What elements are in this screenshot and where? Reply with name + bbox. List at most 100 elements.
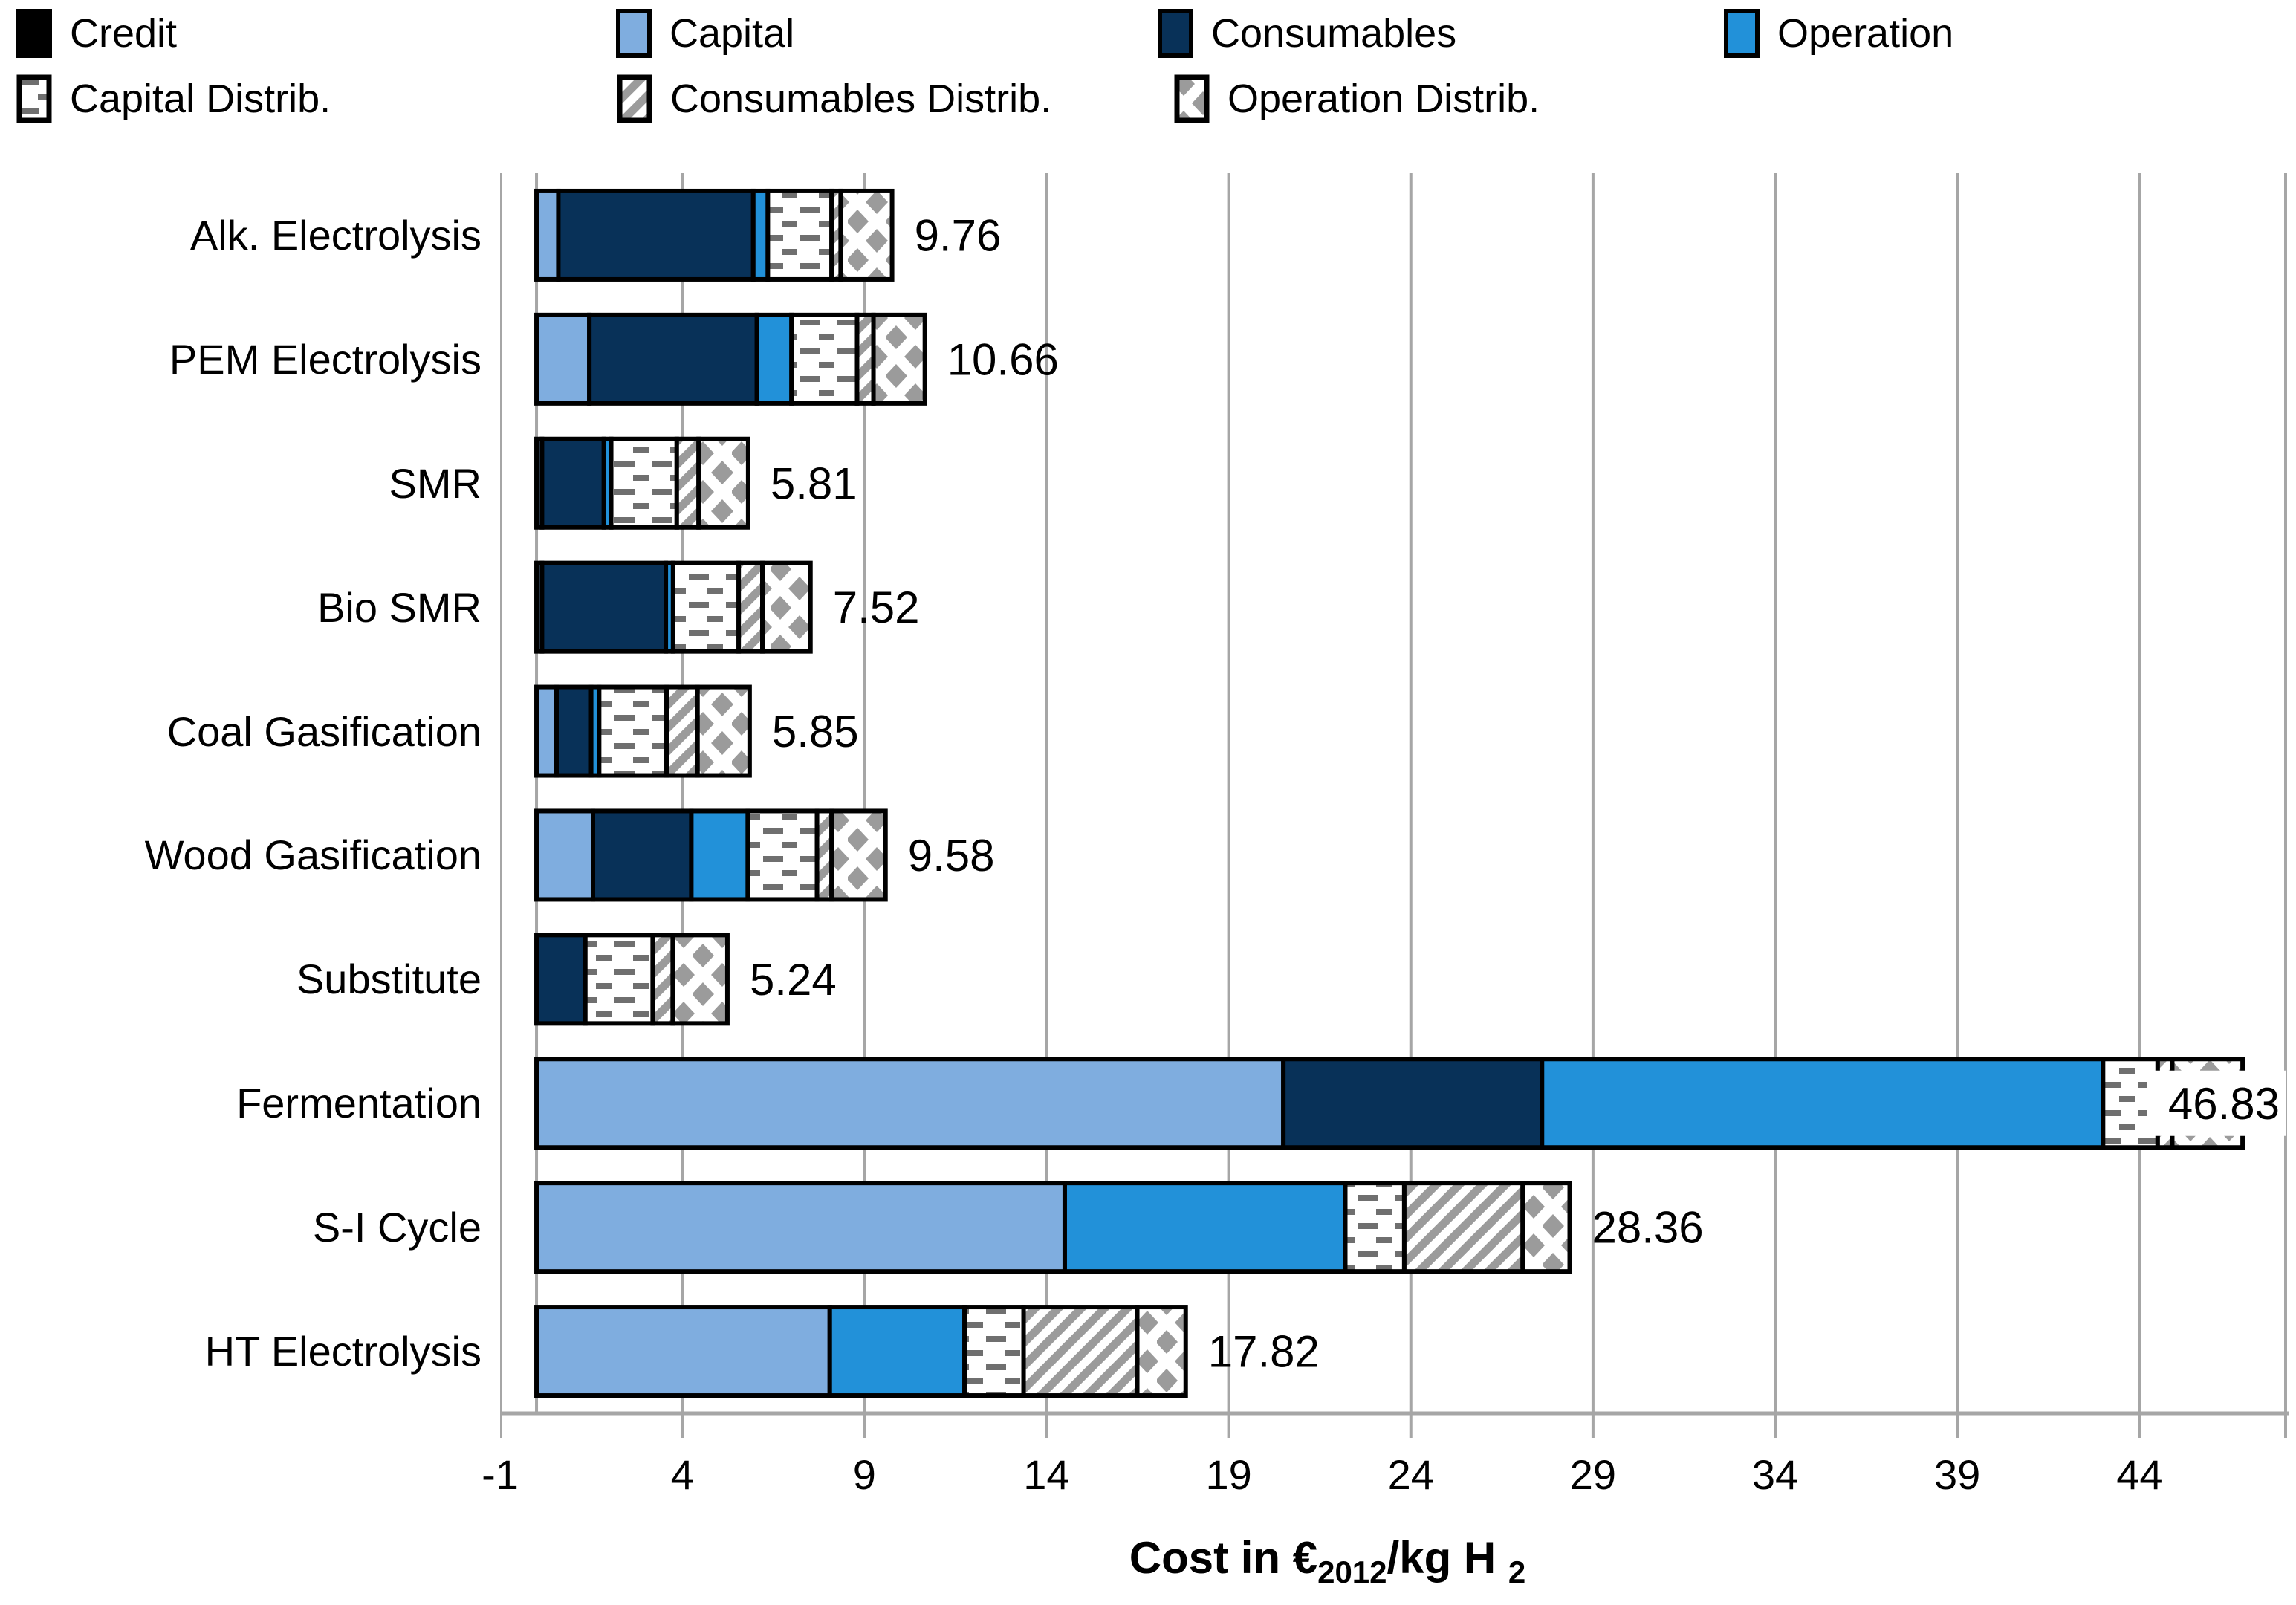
value-label: 10.66: [947, 334, 1059, 384]
legend-label: Capital Distrib.: [70, 77, 331, 121]
value-label-backdrop: [2147, 1070, 2286, 1136]
value-label: 9.58: [908, 831, 995, 881]
x-tick-label: 4: [670, 1451, 694, 1498]
bar-segment-capital: [534, 188, 561, 282]
bar-segment-consumables: [556, 188, 756, 282]
value-label: 5.85: [772, 707, 859, 756]
bar-segment-capital: [534, 1057, 1286, 1150]
x-tick-label: 9: [852, 1451, 876, 1498]
value-label: 5.81: [771, 458, 857, 508]
bar-segment-capital-distrib: [765, 188, 834, 282]
x-axis-title: Cost in €2012/kg H 2: [1129, 1532, 1526, 1590]
legend-item-capital: Capital: [616, 7, 794, 59]
bar-segment-operation-distrib: [838, 188, 895, 282]
credit-swatch-icon: [16, 9, 52, 58]
plot-area: 9.76 10.66 5.81 7.52 5.85 9.58 5.24 46.83 28.36 1…: [500, 173, 2289, 1438]
operation-swatch-icon: [1724, 9, 1760, 58]
value-label: 9.76: [915, 210, 1002, 260]
category-label: Wood Gasification: [144, 831, 481, 879]
legend-item-operation: Operation: [1724, 7, 1953, 59]
bar-segment-capital: [534, 1181, 1067, 1274]
bar-segment-consumables-distrib: [664, 684, 700, 778]
bar-segment-operation-distrib: [829, 808, 888, 902]
value-label: 46.83: [2168, 1079, 2280, 1129]
bar-segment-operation: [827, 1305, 967, 1398]
bar-segment-capital-distrib: [670, 560, 742, 654]
legend-label: Consumables Distrib.: [670, 77, 1052, 121]
category-label: SMR: [389, 459, 481, 507]
legend-item-credit: Credit: [16, 7, 177, 59]
legend-item-capital-distrib: Capital Distrib.: [16, 73, 331, 125]
bar-segment-capital-distrib: [962, 1305, 1026, 1398]
bar-segment-operation-distrib: [670, 933, 730, 1026]
axis-title-text: Cost in €: [1129, 1533, 1318, 1583]
bar-segment-operation: [754, 312, 794, 406]
bar-segment-capital: [534, 312, 592, 406]
bar-segment-consumables-distrib: [674, 436, 701, 530]
category-label: Fermentation: [236, 1080, 481, 1127]
x-tick-label: 24: [1387, 1451, 1434, 1498]
bar-segment-consumables: [587, 312, 759, 406]
axis-title-subscript: 2: [1508, 1554, 1526, 1589]
bar-segment-capital-distrib: [597, 684, 669, 778]
legend-item-consumables: Consumables: [1158, 7, 1456, 59]
value-label: 28.36: [1592, 1203, 1704, 1253]
legend-label: Consumables: [1211, 11, 1457, 56]
capital-swatch-icon: [616, 9, 652, 58]
bar-segment-consumables-distrib: [1401, 1181, 1525, 1274]
bar-segment-consumables-distrib: [1021, 1305, 1140, 1398]
category-label: Alk. Electrolysis: [189, 211, 481, 259]
bar-segment-operation: [1540, 1057, 2106, 1150]
bar-segment-capital: [534, 808, 596, 902]
bar-segment-consumables-distrib: [650, 933, 675, 1026]
bar-segment-consumables: [539, 560, 669, 654]
x-tick-label: 29: [1569, 1451, 1617, 1498]
category-label: S-I Cycle: [312, 1204, 481, 1251]
bar-segment-consumables: [534, 933, 588, 1026]
bar-segment-capital-distrib: [583, 933, 655, 1026]
bar-segment-consumables: [591, 808, 694, 902]
bar-segment-operation-distrib: [760, 560, 813, 654]
axis-title-subscript: 2012: [1317, 1554, 1387, 1589]
bar-segment-capital-distrib: [609, 436, 679, 530]
bar-segment-operation-distrib: [695, 684, 752, 778]
value-label: 5.24: [750, 955, 837, 1005]
bar-segment-operation: [689, 808, 750, 902]
category-label: HT Electrolysis: [204, 1328, 481, 1375]
value-label: 7.52: [833, 583, 920, 632]
bar-segment-operation-distrib: [871, 312, 927, 406]
value-label: 17.82: [1208, 1327, 1320, 1377]
legend-label: Operation Distrib.: [1228, 77, 1540, 121]
axis-title-text: /kg H: [1387, 1533, 1496, 1583]
legend-item-consumables-distrib: Consumables Distrib.: [617, 73, 1051, 125]
category-label: Bio SMR: [317, 583, 481, 631]
operation-distrib-swatch-icon: [1174, 74, 1210, 123]
category-label: PEM Electrolysis: [169, 335, 481, 383]
x-tick-label: 44: [2116, 1451, 2163, 1498]
bar-segment-consumables: [554, 684, 594, 778]
bar-segment-capital-distrib: [1343, 1181, 1407, 1274]
bar-segment-operation-distrib: [1520, 1181, 1572, 1274]
capital-distrib-swatch-icon: [16, 74, 52, 123]
bar-segment-capital: [534, 1305, 832, 1398]
bar-segment-consumables: [1281, 1057, 1545, 1150]
legend-label: Operation: [1777, 11, 1954, 56]
bar-segment-operation-distrib: [1135, 1305, 1188, 1398]
category-label: Coal Gasification: [166, 707, 481, 755]
bar-segment-consumables-distrib: [854, 312, 876, 406]
x-tick-label: 14: [1023, 1451, 1070, 1498]
category-label: Substitute: [296, 956, 481, 1003]
bar-segment-capital: [534, 684, 559, 778]
legend-label: Credit: [70, 11, 178, 56]
consumables-swatch-icon: [1158, 9, 1193, 58]
x-tick-label: 19: [1205, 1451, 1252, 1498]
x-tick-label: 34: [1751, 1451, 1799, 1498]
bar-segment-consumables-distrib: [736, 560, 765, 654]
bar-segment-capital-distrib: [789, 312, 860, 406]
x-tick-label: -1: [481, 1451, 519, 1498]
legend-item-operation-distrib: Operation Distrib.: [1174, 73, 1540, 125]
bar-segment-consumables: [539, 436, 606, 530]
legend-label: Capital: [669, 11, 795, 56]
consumables-distrib-swatch-icon: [617, 74, 652, 123]
